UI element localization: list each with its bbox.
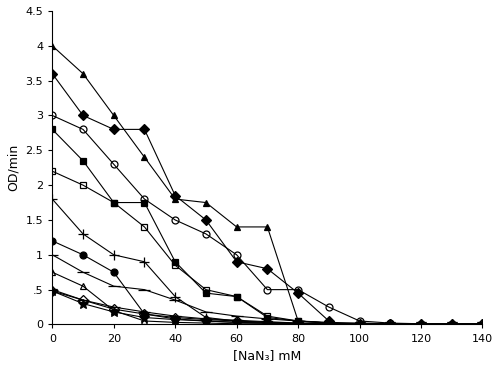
X-axis label: [NaN₃] mM: [NaN₃] mM <box>234 349 302 362</box>
Y-axis label: OD/min: OD/min <box>7 144 20 192</box>
